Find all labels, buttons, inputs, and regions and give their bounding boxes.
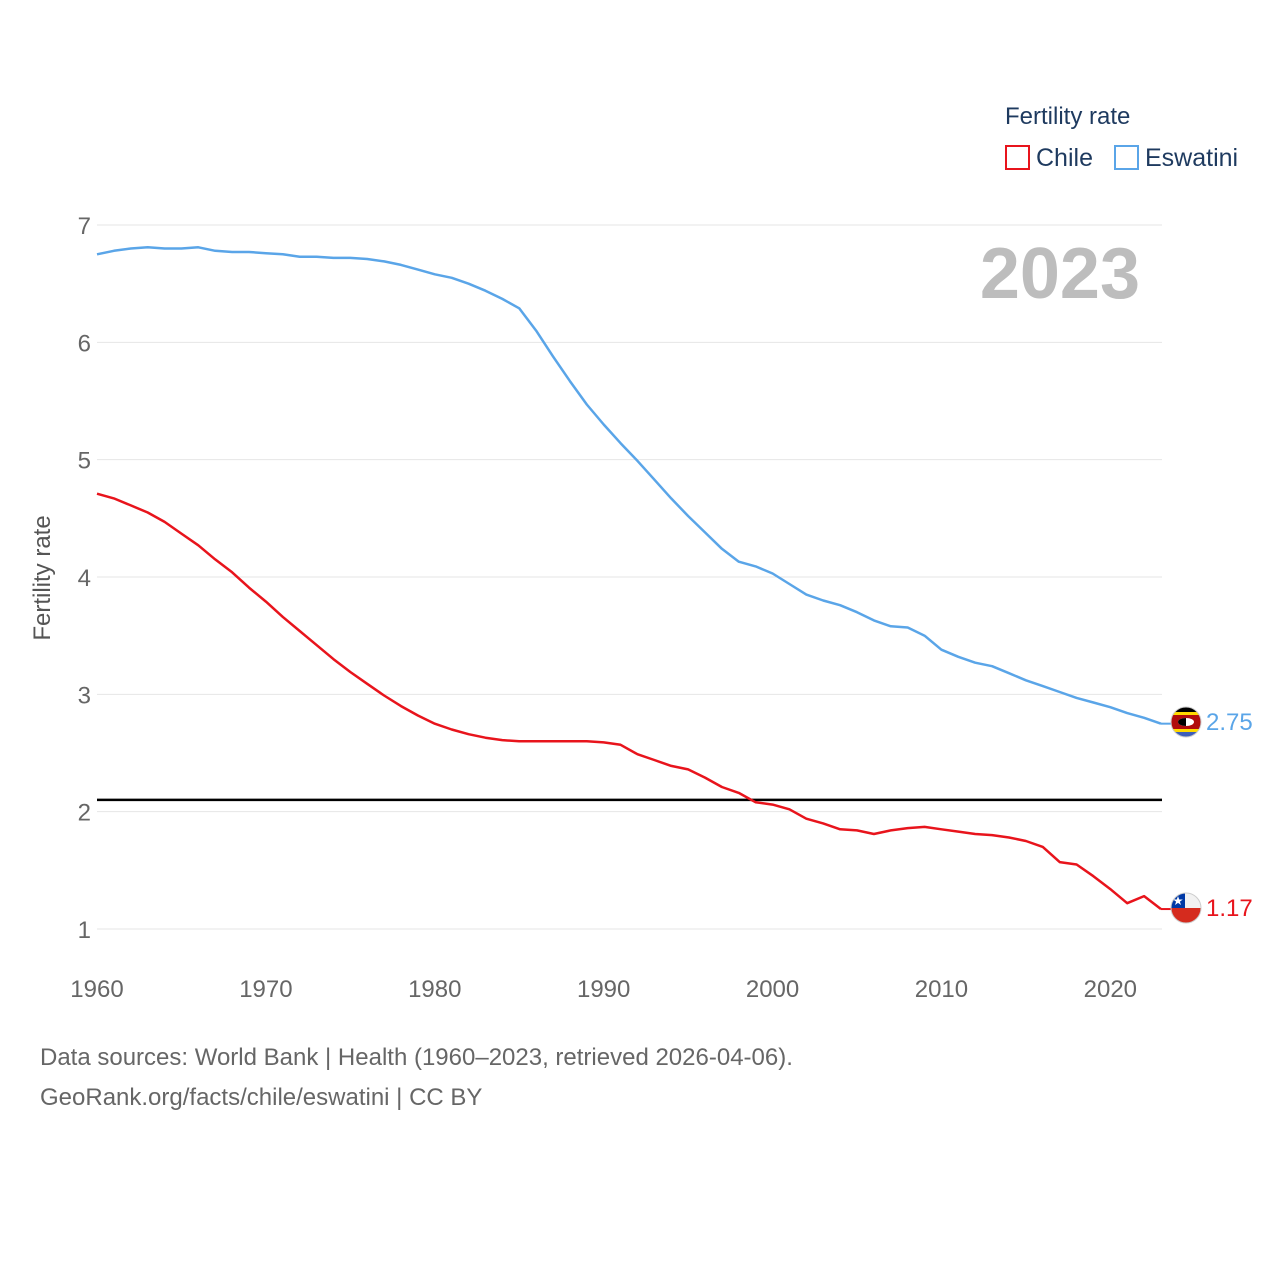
- chile-flag-icon: [1170, 892, 1202, 924]
- data-source-text: Data sources: World Bank | Health (1960–…: [40, 1044, 793, 1071]
- attribution-link[interactable]: GeoRank.org/facts/chile/eswatini | CC BY: [40, 1084, 483, 1111]
- x-tick-label: 1960: [70, 976, 123, 1003]
- legend-swatch-chile: [1005, 145, 1030, 170]
- y-tick-label: 4: [78, 565, 91, 592]
- eswatini-flag-icon: [1170, 706, 1202, 738]
- gridlines: [97, 224, 1162, 930]
- series-lines: [96, 246, 1171, 911]
- y-tick-label: 5: [78, 448, 91, 475]
- legend-swatch-eswatini: [1114, 145, 1139, 170]
- x-tick-label: 1990: [577, 976, 630, 1003]
- x-tick-label: 1980: [408, 976, 461, 1003]
- y-tick-label: 7: [78, 213, 91, 240]
- y-tick-label: 2: [78, 800, 91, 827]
- legend-title: Fertility rate: [1005, 103, 1130, 130]
- x-tick-label: 1970: [239, 976, 292, 1003]
- legend-label-chile: Chile: [1036, 144, 1093, 172]
- y-axis-label: Fertility rate: [29, 515, 56, 640]
- legend-label-eswatini: Eswatini: [1145, 144, 1238, 172]
- x-tick-label: 2010: [915, 976, 968, 1003]
- legend-item-eswatini[interactable]: Eswatini: [1114, 144, 1238, 172]
- axes: 1 2 3 4 5 6 7 1960 1970 1980 1990 2000 2010 2020: [70, 213, 1137, 1003]
- x-tick-label: 2000: [746, 976, 799, 1003]
- legend: Fertility rate Chile Eswatini: [1005, 103, 1238, 172]
- x-tick-label: 2020: [1084, 976, 1137, 1003]
- series-line-eswatini: [96, 246, 1162, 725]
- y-tick-label: 6: [78, 330, 91, 357]
- y-tick-label: 3: [78, 682, 91, 709]
- end-value-chile: 1.17: [1206, 895, 1253, 922]
- year-watermark: 2023: [980, 234, 1140, 314]
- end-value-eswatini: 2.75: [1206, 709, 1253, 736]
- series-line-chile: [96, 492, 1162, 911]
- y-tick-label: 1: [78, 917, 91, 944]
- legend-item-chile[interactable]: Chile: [1005, 144, 1093, 172]
